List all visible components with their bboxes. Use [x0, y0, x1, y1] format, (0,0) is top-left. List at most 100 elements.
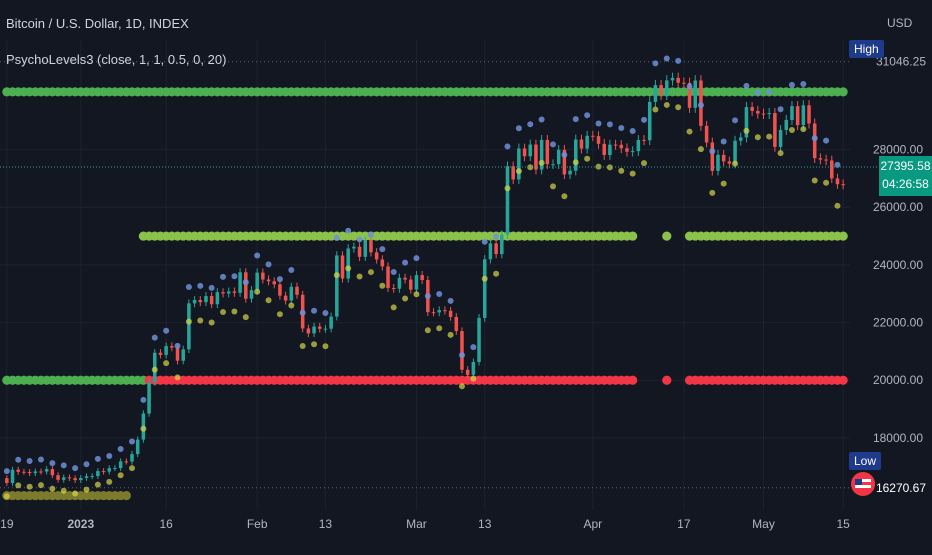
sublevel-dot: [231, 308, 238, 315]
x-tick-label: 16: [159, 517, 173, 531]
sublevel-dot: [367, 231, 374, 238]
candle-body: [721, 154, 726, 162]
x-tick-label: 13: [478, 517, 492, 531]
sublevel-dot: [481, 275, 488, 282]
sublevel-dot: [754, 89, 761, 96]
candle-body: [539, 139, 544, 170]
y-tick-label: 28000.00: [873, 143, 923, 157]
candle-body: [249, 290, 254, 299]
candle-body: [215, 292, 220, 305]
sublevel-dot: [15, 482, 22, 489]
x-tick-label: 15: [836, 517, 850, 531]
candle-body: [386, 266, 390, 289]
candle-body: [647, 101, 652, 141]
candle-body: [221, 292, 225, 294]
sublevel-dot: [345, 227, 352, 234]
candle-body: [209, 296, 214, 305]
sublevel-dot: [584, 112, 591, 119]
candle-body: [27, 471, 32, 474]
level-dot: [838, 375, 848, 385]
flag-icon[interactable]: [849, 470, 877, 498]
sublevel-dot: [458, 383, 465, 390]
sublevel-dot: [504, 143, 511, 150]
candle-body: [135, 439, 140, 455]
candle-body: [130, 454, 134, 462]
sublevel-dot: [94, 481, 101, 488]
candle-body: [118, 461, 123, 469]
sublevel-dot: [299, 309, 306, 316]
sublevel-dot: [515, 125, 522, 132]
candle-body: [380, 259, 385, 267]
candle-body: [807, 105, 811, 124]
candle-body: [727, 161, 732, 164]
sublevel-dot: [470, 344, 477, 351]
candle-body: [534, 144, 538, 170]
sublevel-dot: [299, 343, 306, 350]
candle-body: [79, 477, 83, 481]
candle-body: [261, 272, 265, 280]
candle-body: [238, 272, 242, 293]
sublevel-dot: [197, 282, 204, 289]
sublevel-dot: [185, 284, 192, 291]
candle-body: [687, 82, 692, 108]
sublevel-dot: [3, 468, 10, 475]
candle-body: [369, 240, 373, 253]
candle-body: [158, 352, 163, 355]
level-dot: [838, 231, 848, 241]
sublevel-dot: [550, 183, 557, 190]
sublevel-dot: [777, 106, 784, 113]
sublevel-dot: [493, 233, 500, 240]
candle-body: [676, 77, 680, 83]
candle-body: [187, 303, 191, 350]
candle-body: [642, 139, 646, 141]
candle-body: [198, 299, 203, 303]
sublevel-dot: [15, 456, 22, 463]
candle-body: [744, 107, 749, 138]
candle-body: [824, 159, 828, 161]
sublevel-dot: [288, 302, 295, 309]
candle-body: [767, 113, 771, 115]
sublevel-dot: [356, 273, 363, 280]
sublevel-dot: [436, 291, 443, 298]
candle-body: [278, 284, 282, 296]
sublevel-dot: [788, 81, 795, 88]
sublevel-dot: [652, 106, 659, 113]
sublevel-dot: [550, 141, 557, 148]
candle-body: [488, 243, 493, 260]
sublevel-dot: [629, 127, 636, 134]
sublevel-dot: [527, 121, 534, 128]
sublevel-dot: [208, 319, 215, 326]
sublevel-dot: [163, 360, 170, 367]
sublevel-dot: [49, 485, 56, 492]
candle-body: [670, 77, 675, 81]
candle-body: [272, 281, 277, 285]
sublevel-dot: [83, 486, 90, 493]
sublevel-dot: [276, 311, 283, 318]
currency-label: USD: [887, 16, 913, 30]
candle-body: [778, 129, 783, 147]
candle-body: [289, 286, 294, 301]
candle-body: [96, 471, 100, 477]
indicator-label[interactable]: PsychoLevels3 (close, 1, 1, 0.5, 0, 20): [6, 52, 227, 67]
sublevel-dot: [572, 116, 579, 123]
y-tick-label: 20000.00: [873, 373, 923, 387]
candle-body: [181, 349, 185, 361]
candle-body: [232, 291, 237, 293]
candle-body: [113, 468, 117, 470]
sublevel-dot: [436, 325, 443, 332]
sublevel-dot: [641, 160, 648, 167]
candle-body: [420, 275, 424, 281]
sublevel-dot: [515, 168, 522, 175]
sublevel-dot: [641, 116, 648, 123]
candle-body: [107, 468, 112, 472]
sublevel-dot: [174, 342, 181, 349]
candle-body: [431, 312, 436, 314]
sublevel-dot: [811, 177, 818, 184]
sublevel-dot: [527, 164, 534, 171]
low-marker: Low: [849, 452, 882, 470]
candle-body: [323, 328, 328, 330]
candle-body: [403, 277, 407, 280]
candle-body: [39, 471, 43, 473]
